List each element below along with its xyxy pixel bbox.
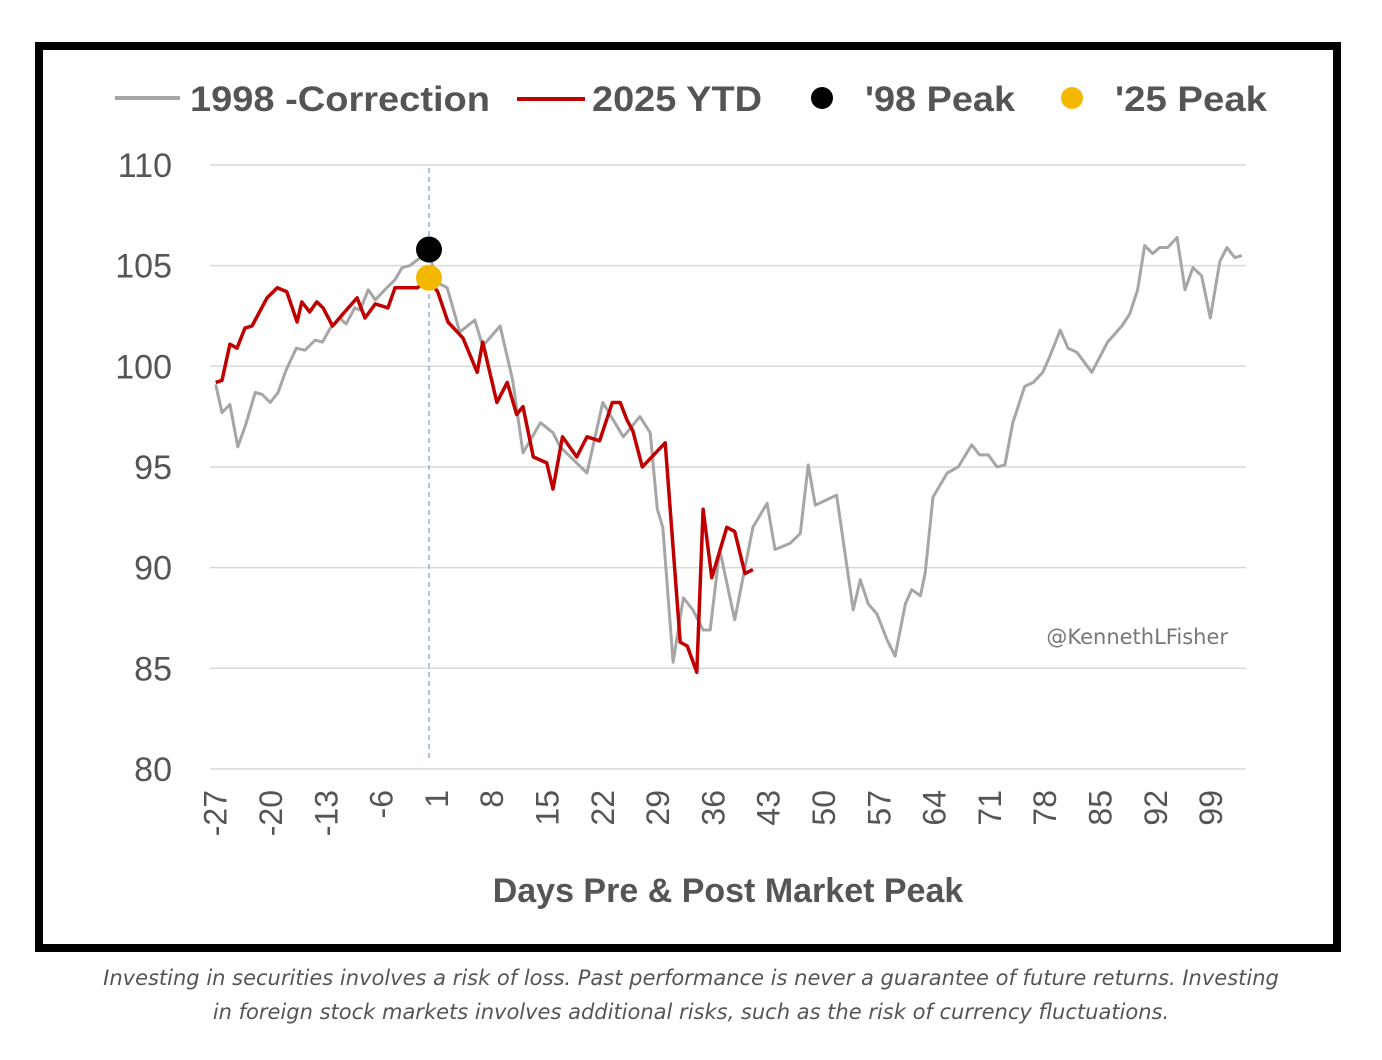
watermark: @KennethLFisher <box>1046 625 1228 649</box>
series-line-1998 <box>214 236 1243 664</box>
y-tick-label-85: 85 <box>134 650 172 688</box>
x-axis-title: Days Pre & Post Market Peak <box>493 872 964 910</box>
series-line-2025 <box>215 277 754 675</box>
x-tick-label--13: -13 <box>308 790 344 836</box>
x-tick-label-29: 29 <box>640 790 676 826</box>
x-tick-label-50: 50 <box>806 790 842 826</box>
x-tick-label-8: 8 <box>474 790 510 808</box>
legend-label-1998: 1998 -Correction <box>190 80 490 119</box>
legend-dot-98-peak <box>811 87 833 109</box>
x-tick-label-57: 57 <box>861 790 897 826</box>
x-tick-label-99: 99 <box>1193 790 1229 826</box>
chart-frame <box>35 42 1341 952</box>
peak-markers <box>416 236 442 291</box>
x-tick-label-36: 36 <box>695 790 731 826</box>
x-tick-label-22: 22 <box>585 790 621 826</box>
series-group <box>214 236 1243 675</box>
y-axis-ticks: 80 85 90 95 100 105 110 <box>115 147 172 789</box>
legend: 1998 -Correction 2025 YTD '98 Peak '25 P… <box>115 80 1268 119</box>
x-tick-label-71: 71 <box>972 790 1008 826</box>
legend-label-98-peak: '98 Peak <box>865 80 1016 119</box>
x-tick-label-15: 15 <box>530 790 566 826</box>
y-tick-label-95: 95 <box>134 449 172 487</box>
peak-marker-98 <box>416 236 442 263</box>
y-tick-label-80: 80 <box>134 751 172 789</box>
y-tick-label-100: 100 <box>115 348 172 386</box>
peak-marker-25 <box>416 264 442 291</box>
x-tick-label-85: 85 <box>1083 790 1119 826</box>
legend-dot-25-peak <box>1061 87 1083 109</box>
legend-label-2025: 2025 YTD <box>592 80 762 119</box>
x-axis-ticks: -27 -20 -13 -6 1 8 15 22 29 36 43 50 57 64 71 78 85 92 99 <box>198 790 1229 836</box>
x-tick-label-78: 78 <box>1027 790 1063 826</box>
x-tick-label-43: 43 <box>751 790 787 826</box>
x-tick-label--20: -20 <box>253 790 289 836</box>
x-tick-label-1: 1 <box>419 790 455 808</box>
x-tick-label--6: -6 <box>364 790 400 818</box>
x-tick-label--27: -27 <box>198 790 234 836</box>
gridlines <box>210 164 1246 770</box>
legend-label-25-peak: '25 Peak <box>1115 80 1268 119</box>
y-tick-label-105: 105 <box>115 248 172 286</box>
disclaimer-line-2: in foreign stock markets involves additi… <box>212 1000 1170 1024</box>
y-tick-label-110: 110 <box>118 147 172 185</box>
disclaimer-line-1: Investing in securities involves a risk … <box>103 966 1279 990</box>
x-tick-label-64: 64 <box>917 790 953 826</box>
x-tick-label-92: 92 <box>1138 790 1174 826</box>
y-tick-label-90: 90 <box>134 550 172 588</box>
